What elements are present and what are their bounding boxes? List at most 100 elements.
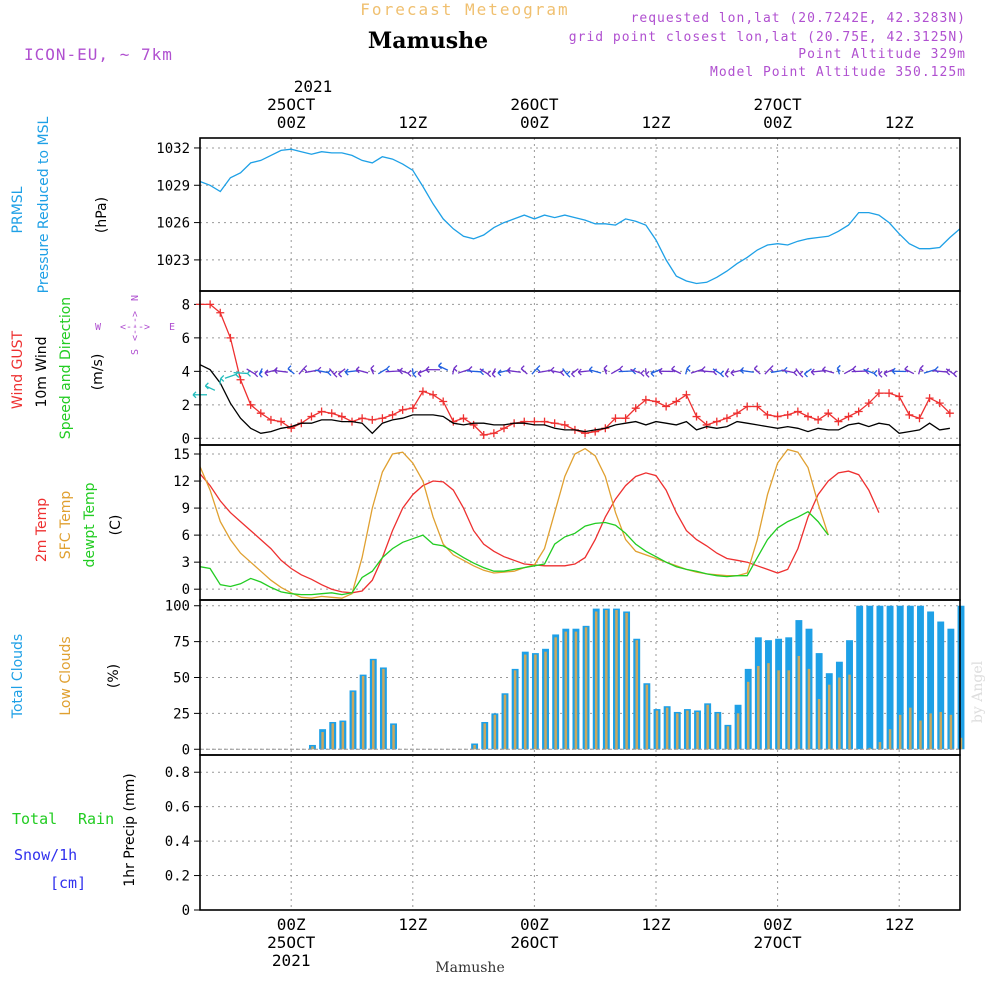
wind-arrowhead — [254, 370, 259, 378]
wind-direction-arrow — [699, 370, 714, 373]
wind-arrowhead — [491, 370, 496, 378]
temp-ytick-label: 12 — [173, 474, 190, 490]
precip-ytick-label: 0.2 — [165, 869, 190, 885]
total-clouds-bar — [917, 605, 924, 750]
bottom-time-label: 12Z — [398, 915, 427, 934]
low-clouds-bar — [746, 681, 750, 750]
wind-ytick-label: 8 — [182, 297, 190, 313]
low-clouds-bar — [473, 744, 476, 750]
wind-arrowhead — [344, 368, 349, 376]
series-sfc-temp — [199, 447, 829, 599]
gust-marker — [337, 412, 346, 421]
total-clouds-bar — [906, 605, 914, 750]
wind-arrowhead — [953, 370, 958, 378]
dewpt-label: dewpt Temp — [82, 482, 98, 567]
gust-marker — [672, 397, 681, 406]
low-clouds-label: Low Clouds — [58, 636, 74, 715]
wind-direction-arrow — [531, 368, 538, 375]
low-clouds-bar — [635, 640, 638, 750]
wind-ytick-label: 0 — [182, 431, 190, 447]
gust-marker — [895, 392, 904, 401]
wind-arrowhead — [438, 362, 442, 370]
wind-direction-arrow — [233, 371, 248, 375]
panel-clouds: 0 25 50 75 100 — [165, 599, 965, 758]
low-clouds-bar — [868, 747, 872, 750]
gust-marker — [307, 412, 316, 421]
low-clouds-bar — [838, 677, 841, 750]
compass-e: E — [169, 322, 175, 333]
top-date-label: 27OCT — [754, 95, 803, 114]
gust-marker — [368, 415, 377, 424]
wind-arrowhead — [417, 370, 422, 377]
low-clouds-bar — [665, 707, 669, 750]
wind-arrowhead — [799, 370, 804, 378]
gust-marker — [459, 414, 468, 423]
gust-marker — [864, 399, 873, 408]
gust-marker — [591, 427, 600, 436]
gust-marker — [246, 400, 255, 409]
series-prmsl — [199, 148, 961, 285]
gust-marker — [773, 412, 782, 421]
series-dewpt-temp — [199, 510, 829, 596]
low-clouds-bar — [655, 710, 659, 750]
page-title: Mamushe — [368, 28, 488, 54]
pressure-unit: (hPa) — [94, 197, 110, 233]
low-clouds-bar — [311, 746, 314, 750]
low-clouds-bar — [757, 666, 760, 750]
gust-marker — [824, 409, 833, 418]
gust-marker — [753, 402, 762, 411]
wind-direction-arrow — [917, 368, 921, 375]
wind-arrowhead — [730, 369, 735, 377]
pressure-label: Pressure Reduced to MSL — [36, 116, 52, 293]
wind-direction-arrow — [466, 370, 481, 373]
gust-marker — [692, 412, 701, 421]
low-clouds-bar — [878, 742, 882, 750]
panel-frame-pressure — [199, 137, 961, 292]
total-clouds-bar — [937, 621, 945, 750]
gust-marker — [743, 402, 752, 411]
pressure-ytick-label: 1029 — [156, 178, 190, 194]
wind-direction-arrow — [795, 368, 801, 375]
wind-arrowhead — [192, 391, 197, 399]
low-clouds-bar — [493, 714, 497, 750]
low-clouds-bar — [848, 674, 851, 750]
prmsl-label: PRMSL — [10, 186, 26, 233]
wind-arrowhead — [355, 366, 360, 374]
wind-direction-arrow — [411, 368, 414, 375]
wind-direction-arrow — [690, 368, 703, 374]
low-clouds-bar — [554, 637, 557, 750]
gust-marker — [378, 414, 387, 423]
low-clouds-bar — [645, 684, 649, 750]
low-clouds-bar — [706, 704, 709, 750]
gust-marker — [530, 417, 539, 426]
wind-arrowhead — [571, 370, 575, 378]
wind-arrowhead — [258, 370, 263, 378]
wind-arrowhead — [883, 369, 888, 377]
gust-marker — [408, 404, 417, 413]
wind-direction-arrow — [851, 370, 866, 373]
gust-marker — [398, 405, 407, 414]
low-clouds-bar — [787, 670, 790, 750]
bottom-time-label: 00Z — [763, 915, 792, 934]
temp-ytick-label: 6 — [182, 528, 190, 544]
gust-marker — [560, 420, 569, 429]
gust-marker — [266, 415, 275, 424]
wind-arrowhead — [753, 365, 758, 373]
wind-direction-arrow — [246, 368, 256, 375]
model-label: ICON-EU, ~ 7km — [24, 45, 173, 64]
clouds-ytick-label: 0 — [182, 742, 190, 758]
total-clouds-bar — [927, 611, 935, 750]
gust-marker — [621, 414, 630, 423]
gust-marker — [489, 429, 498, 438]
low-clouds-bar — [686, 710, 689, 750]
bottom-time-label: 00Z — [277, 915, 306, 934]
subtitle: Forecast Meteogram — [360, 0, 569, 19]
low-clouds-bar — [726, 726, 730, 750]
wind-direction-arrow — [397, 368, 409, 374]
top-time-label: 00Z — [277, 113, 306, 132]
panel-precip: 0 0.2 0.4 0.6 0.8 — [165, 754, 961, 919]
low-clouds-bar — [817, 699, 821, 750]
wind-arrowhead — [497, 369, 502, 377]
